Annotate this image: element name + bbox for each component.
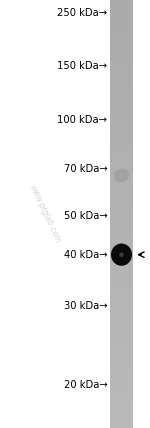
Ellipse shape: [111, 244, 132, 266]
Ellipse shape: [119, 253, 124, 257]
Text: 250 kDa→: 250 kDa→: [57, 8, 107, 18]
Text: 150 kDa→: 150 kDa→: [57, 61, 107, 71]
Text: 30 kDa→: 30 kDa→: [64, 301, 107, 311]
Text: 50 kDa→: 50 kDa→: [63, 211, 107, 221]
Ellipse shape: [114, 169, 129, 182]
Text: 70 kDa→: 70 kDa→: [63, 164, 107, 174]
Text: 100 kDa→: 100 kDa→: [57, 115, 107, 125]
Text: 20 kDa→: 20 kDa→: [63, 380, 107, 390]
Text: 40 kDa→: 40 kDa→: [64, 250, 107, 260]
Text: www.ptglab.com: www.ptglab.com: [27, 183, 63, 245]
